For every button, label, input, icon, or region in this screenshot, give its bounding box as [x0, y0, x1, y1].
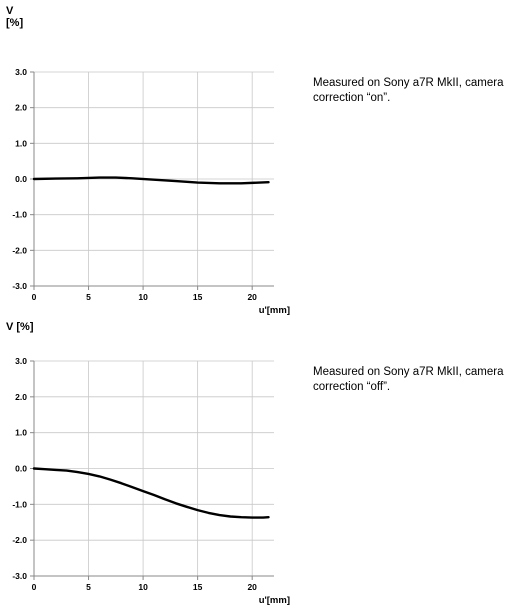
x-tick-label: 10	[138, 582, 148, 592]
x-tick-label: 20	[247, 292, 257, 302]
y-axis-label: V [%]	[6, 5, 23, 29]
y-axis-label-line: V	[6, 5, 14, 17]
y-tick-label: -2.0	[12, 245, 27, 255]
chart-1: 3.0 2.0 1.0 0.0 -1.0 -2.0 -3.0 0 5 10 15 20u'[mm] V[…	[6, 5, 290, 316]
y-tick-label: -3.0	[12, 571, 27, 581]
y-axis-label: V [%]	[6, 321, 34, 333]
x-axis-label: u'[mm]	[259, 305, 290, 316]
x-tick-label: 0	[32, 582, 37, 592]
y-tick-label: 3.0	[15, 67, 27, 77]
y-tick-label: -1.0	[12, 499, 27, 509]
x-axis-label: u'[mm]	[259, 595, 290, 606]
y-axis-label-line: [%]	[6, 17, 23, 29]
note-bottom: Measured on Sony a7R MkII, camera correc…	[313, 366, 504, 393]
y-tick-label: 2.0	[15, 103, 27, 113]
y-tick-label: -1.0	[12, 210, 27, 220]
x-tick-label: 0	[32, 292, 37, 302]
x-tick-label: 10	[138, 292, 148, 302]
x-tick-label: 15	[193, 292, 203, 302]
x-tick-label: 20	[247, 582, 257, 592]
note-top: Measured on Sony a7R MkII, camera correc…	[313, 77, 504, 104]
y-tick-label: 2.0	[15, 392, 27, 402]
x-tick-label: 5	[86, 292, 91, 302]
y-axis-label-line: V [%]	[6, 321, 34, 333]
y-tick-label: 1.0	[15, 428, 27, 438]
y-tick-label: 0.0	[15, 174, 27, 184]
series-line	[32, 176, 270, 185]
y-tick-label: 0.0	[15, 464, 27, 474]
x-tick-label: 5	[86, 582, 91, 592]
y-tick-label: 1.0	[15, 138, 27, 148]
y-tick-label: 3.0	[15, 356, 27, 366]
series-line	[32, 467, 270, 519]
y-tick-label: -2.0	[12, 535, 27, 545]
y-tick-label: -3.0	[12, 281, 27, 291]
x-tick-label: 15	[193, 582, 203, 592]
chart-2: 3.0 2.0 1.0 0.0 -1.0 -2.0 -3.0 0 5 10 15 20u'[mm] V …	[6, 321, 290, 606]
